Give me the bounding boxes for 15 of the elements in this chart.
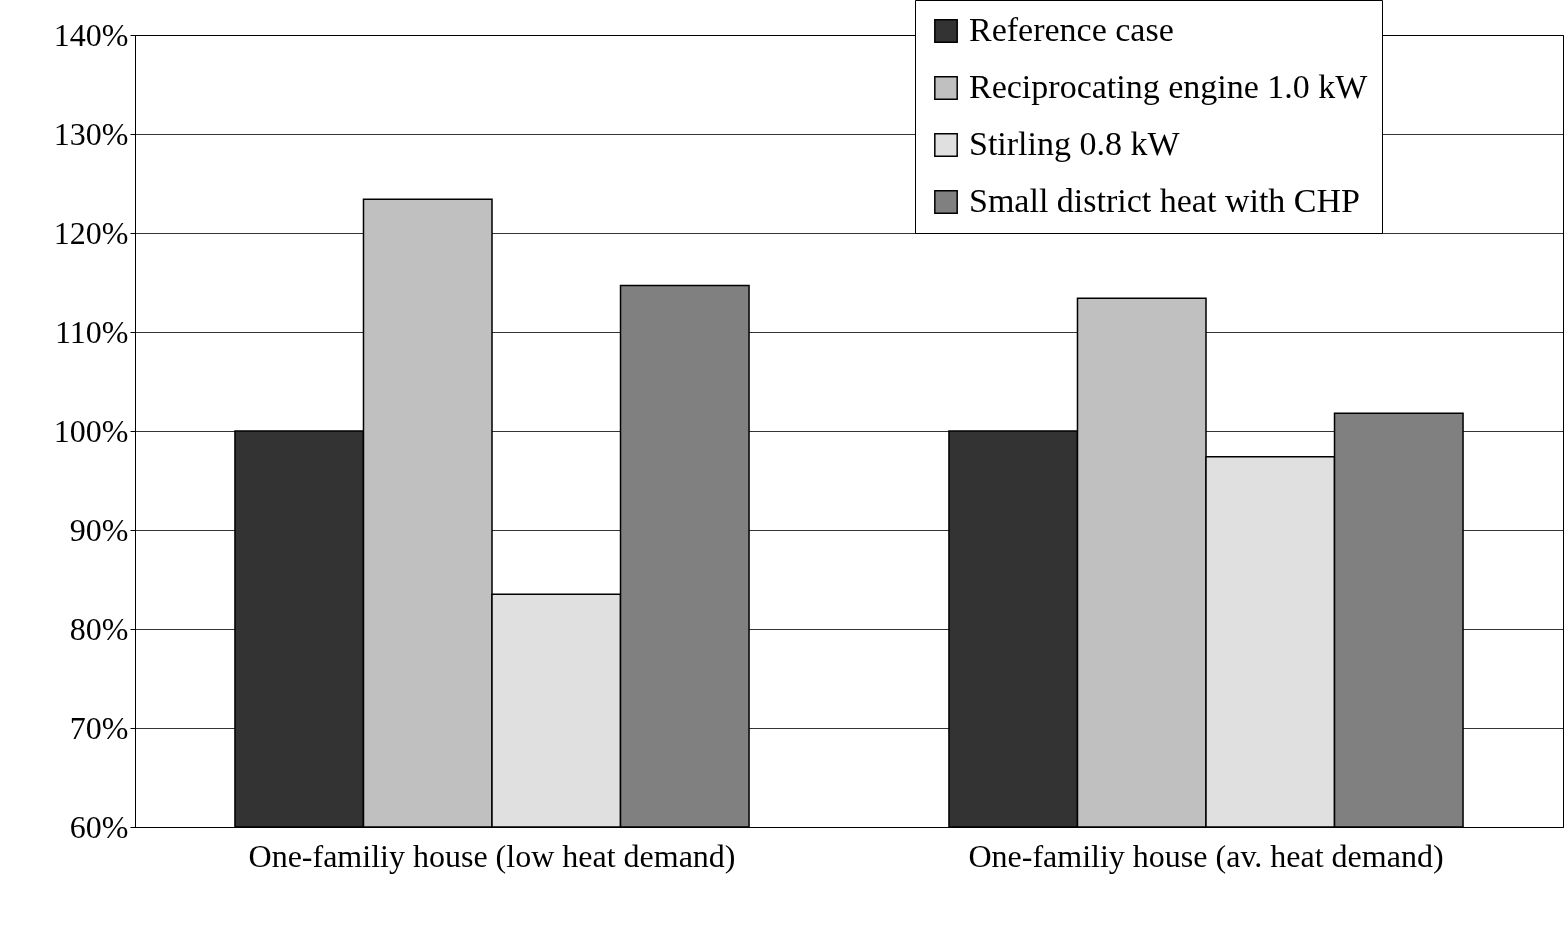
y-tick-label: 60% (69, 808, 129, 845)
legend-label: Small district heat with CHP (969, 182, 1360, 219)
y-tick-label: 120% (53, 214, 129, 251)
y-tick-label: 90% (69, 511, 129, 548)
x-tick-label: One-familiy house (av. heat demand) (968, 837, 1444, 874)
legend-label: Reciprocating engine 1.0 kW (969, 68, 1369, 105)
legend-label: Stirling 0.8 kW (969, 125, 1181, 162)
legend-label: Reference case (969, 11, 1174, 48)
y-tick-label: 130% (53, 115, 129, 152)
x-tick-label: One-familiy house (low heat demand) (248, 837, 736, 874)
y-tick-label: 100% (53, 412, 129, 449)
y-tick-label: 140% (53, 16, 129, 53)
y-tick-label: 110% (55, 313, 129, 350)
y-tick-label: 70% (69, 709, 129, 746)
y-tick-label: 80% (69, 610, 129, 647)
